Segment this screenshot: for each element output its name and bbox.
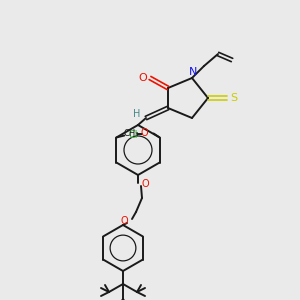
Text: O: O (139, 73, 147, 83)
Text: O: O (120, 216, 128, 226)
Text: N: N (189, 67, 197, 77)
Text: H: H (133, 109, 141, 119)
Text: Cl: Cl (129, 130, 138, 140)
Text: O: O (141, 128, 148, 139)
Text: S: S (230, 93, 238, 103)
Text: CH₃: CH₃ (124, 129, 140, 138)
Text: O: O (141, 179, 149, 189)
